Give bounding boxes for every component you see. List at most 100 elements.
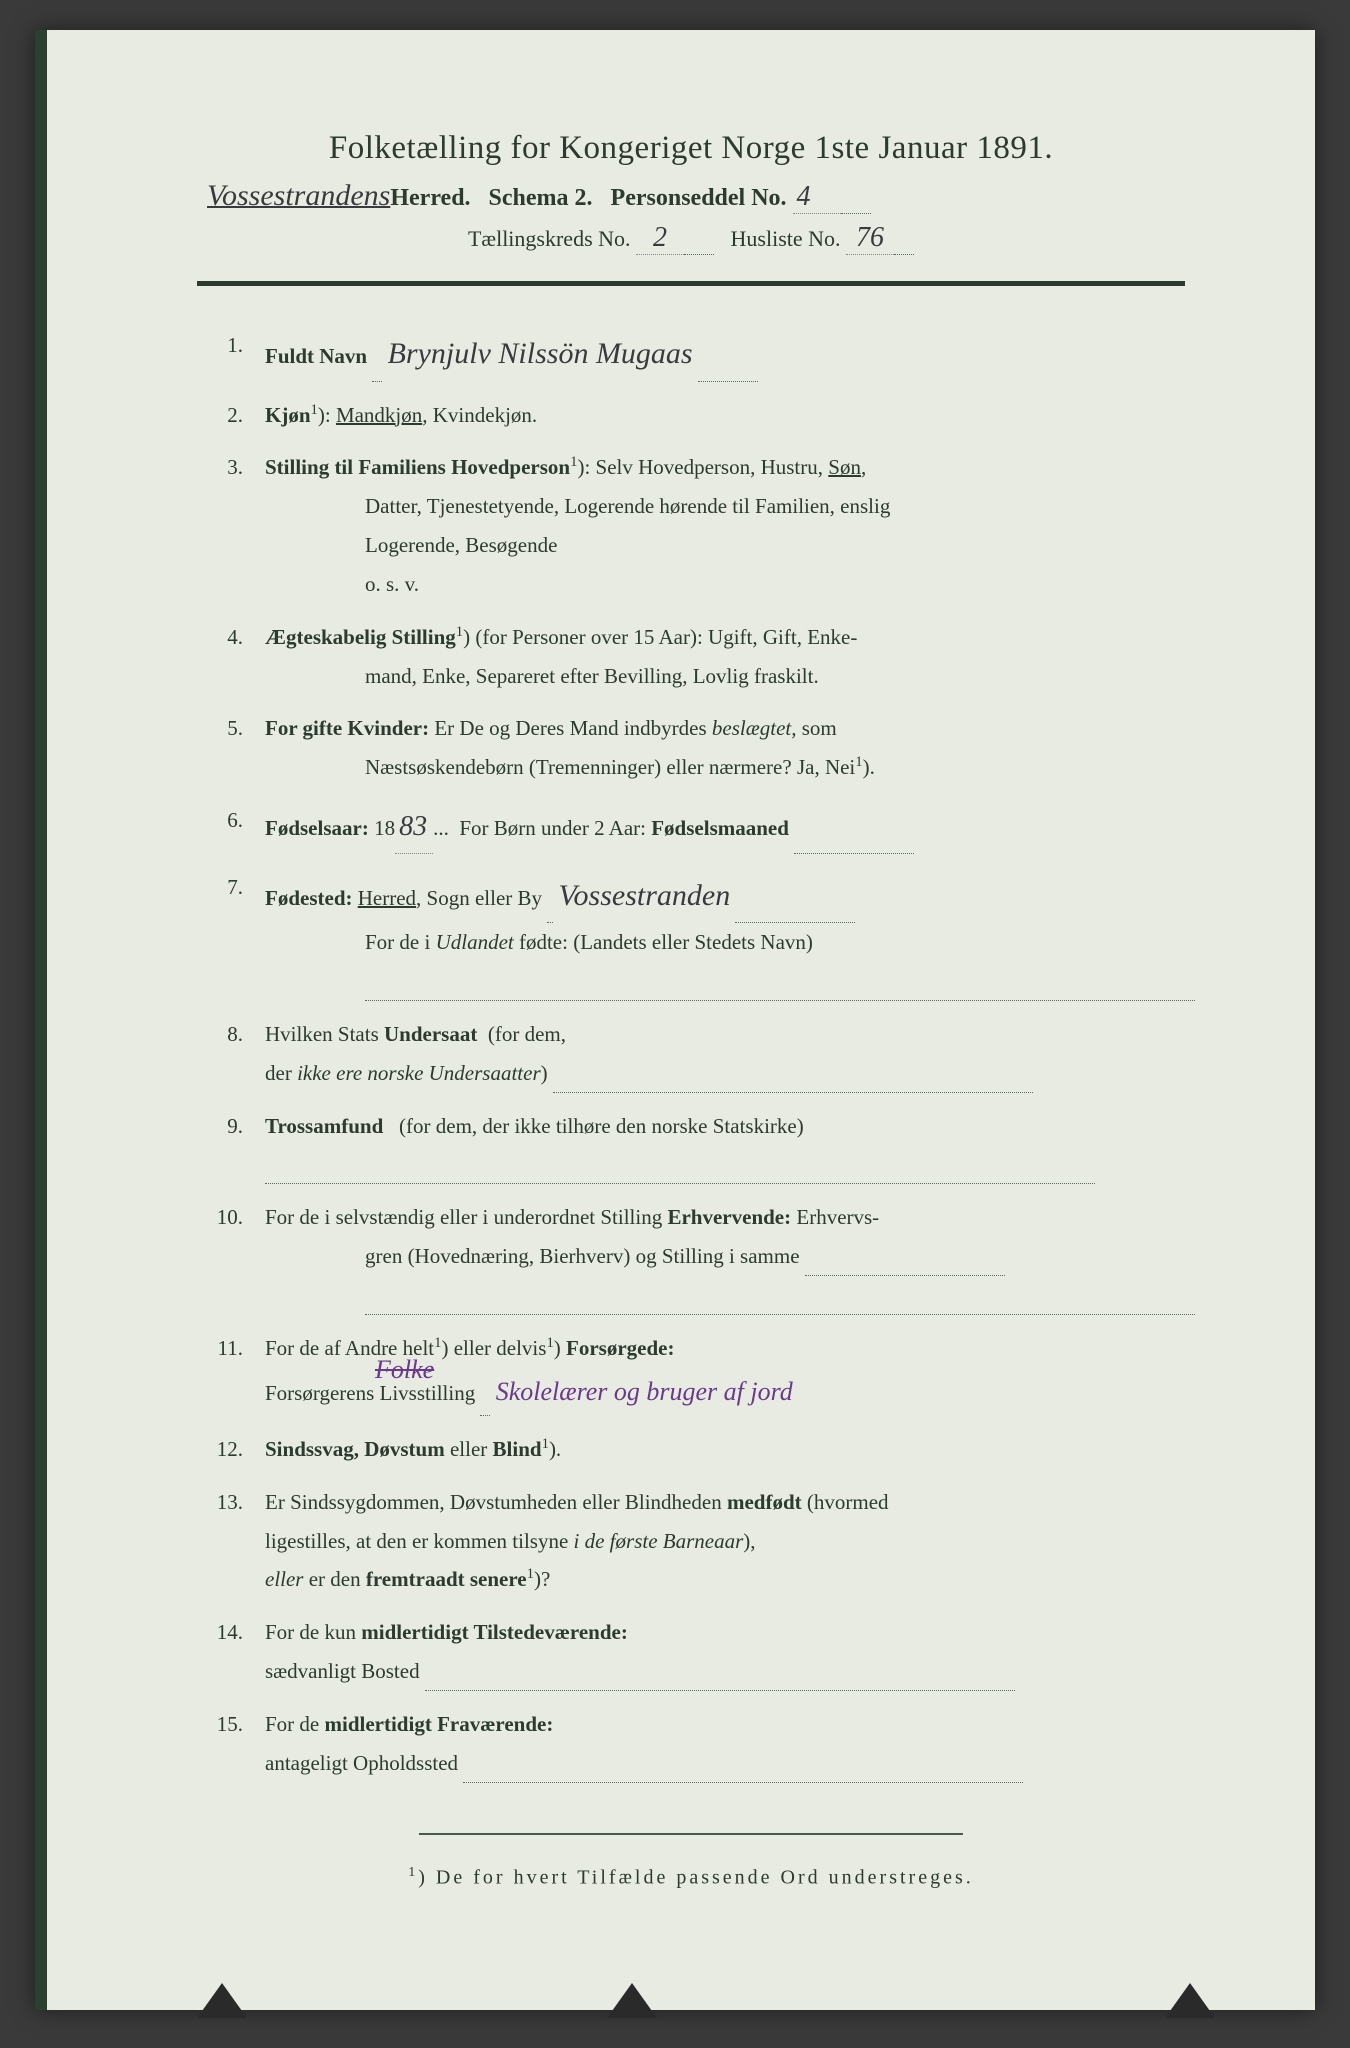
- husliste-label: Husliste No.: [731, 226, 841, 251]
- dotted-fill: [463, 1759, 1023, 1783]
- thin-divider: [419, 1833, 962, 1835]
- year-written: 83: [395, 801, 433, 854]
- item-body: Sindssvag, Døvstum eller Blind1).: [265, 1430, 1185, 1469]
- item-body: For de af Andre helt1) eller delvis1) Fo…: [265, 1329, 1185, 1416]
- sup-ref: 1: [570, 454, 577, 470]
- item-body: For de i selvstændig eller i underordnet…: [265, 1198, 1195, 1315]
- italic-2: ikke ere norske Undersaatter: [297, 1061, 541, 1085]
- line-3: Logerende, Besøgende: [265, 533, 557, 557]
- dotted-fill: [547, 899, 553, 923]
- item-body: For de midlertidigt Fraværende: antageli…: [265, 1705, 1185, 1783]
- line-1b: eller delvis: [454, 1336, 547, 1360]
- item-number: 11.: [197, 1329, 265, 1416]
- footnote: 1) De for hvert Tilfælde passende Ord un…: [197, 1865, 1185, 1890]
- label-gifte-kvinder: For gifte Kvinder:: [265, 716, 429, 740]
- item-number: 15.: [197, 1705, 265, 1783]
- label-forsorgede: Forsørgede:: [566, 1336, 674, 1360]
- value-livsstilling: Skolelærer og bruger af jord: [496, 1377, 793, 1406]
- selected-son: Søn: [828, 455, 861, 479]
- item-6: 6. Fødselsaar: 1883... For Børn under 2 …: [197, 801, 1185, 854]
- line-1a: For de i selvstændig eller i underordnet…: [265, 1205, 662, 1229]
- label-fodselsmaaned: Fødselsmaaned: [651, 816, 789, 840]
- item-body: For de kun midlertidigt Tilstedeværende:…: [265, 1613, 1185, 1691]
- item-body: Er Sindssygdommen, Døvstumheden eller Bl…: [265, 1483, 1185, 1600]
- dotted-fill: [735, 899, 855, 923]
- dotted-fill: [365, 1291, 1195, 1315]
- personseddel-label: Personseddel No.: [611, 185, 787, 211]
- line-2: sædvanligt Bosted: [265, 1659, 420, 1683]
- label-medfodt: medfødt: [727, 1490, 802, 1514]
- footnote-text: De for hvert Tilfælde passende Ord under…: [436, 1866, 974, 1888]
- line-2-text: gren (Hovednæring, Bierhverv) og Stillin…: [365, 1244, 800, 1268]
- line-1a: Er Sindssygdommen, Døvstumheden eller Bl…: [265, 1490, 722, 1514]
- census-form-page: Folketælling for Kongeriget Norge 1ste J…: [35, 30, 1315, 2010]
- label-sindssvag: Sindssvag, Døvstum: [265, 1437, 445, 1461]
- line-1b: (hvormed: [807, 1490, 889, 1514]
- line-2b: fødte: (Landets eller Stedets Navn): [519, 930, 813, 954]
- line-2a: ligestilles, at den er kommen tilsyne: [265, 1529, 568, 1553]
- item-number: 7.: [197, 868, 265, 1001]
- dotted-fill: [841, 187, 871, 214]
- item-body: Hvilken Stats Undersaat (for dem, der ik…: [265, 1015, 1185, 1093]
- dotted-fill: [894, 230, 914, 255]
- line-2: Næstsøskendebørn (Tremenninger) eller næ…: [265, 755, 875, 779]
- item-15: 15. For de midlertidigt Fraværende: anta…: [197, 1705, 1185, 1783]
- dotted-fill: [698, 357, 758, 381]
- label-stilling: Stilling til Familiens Hovedperson: [265, 455, 570, 479]
- dotted-fill: [265, 1160, 1095, 1184]
- item-body: Kjøn1): Mandkjøn, Kvindekjøn.: [265, 396, 1185, 435]
- item-5: 5. For gifte Kvinder: Er De og Deres Man…: [197, 709, 1185, 787]
- dotted-fill: [805, 1252, 1005, 1276]
- kreds-label: Tællingskreds No.: [468, 226, 631, 251]
- label-blind: Blind: [493, 1437, 542, 1461]
- husliste-no: 76: [846, 222, 894, 255]
- line-1b: (for dem,: [488, 1022, 566, 1046]
- line-1a: For de: [265, 1712, 319, 1736]
- item-14: 14. For de kun midlertidigt Tilstedevære…: [197, 1613, 1185, 1691]
- label-undersaat: Undersaat: [384, 1022, 477, 1046]
- item-7: 7. Fødested: Herred, Sogn eller By Vosse…: [197, 868, 1185, 1001]
- item-body: Fuldt Navn Brynjulv Nilssön Mugaas: [265, 326, 1185, 382]
- selected-mandkjon: Mandkjøn: [336, 403, 422, 427]
- label-fravaerende: midlertidigt Fraværende:: [325, 1712, 554, 1736]
- dotted-fill: [372, 357, 382, 381]
- item-number: 13.: [197, 1483, 265, 1600]
- line-2: For de i: [365, 930, 430, 954]
- item-number: 2.: [197, 396, 265, 435]
- item-number: 12.: [197, 1430, 265, 1469]
- page-tear-mid: [607, 1983, 657, 2018]
- label-pre: Hvilken Stats: [265, 1022, 379, 1046]
- item-1: 1. Fuldt Navn Brynjulv Nilssön Mugaas: [197, 326, 1185, 382]
- sup-ref: 1: [456, 624, 463, 640]
- footnote-sup: 1: [408, 1865, 418, 1880]
- line-1: Er De og Deres Mand indbyrdes: [434, 716, 706, 740]
- line-1a: For de kun: [265, 1620, 356, 1644]
- line-2-wrap: For de i Udlandet fødte: (Landets eller …: [265, 930, 813, 954]
- line-2b: ),: [743, 1529, 755, 1553]
- line-2-wrap: Folke Forsørgerens Livsstilling Skolelær…: [265, 1368, 793, 1416]
- selected-herred: Herred: [358, 886, 416, 910]
- italic-2: i de første Barneaar: [574, 1529, 744, 1553]
- line-2a: Forsørgerens Livsstilling: [265, 1381, 475, 1405]
- line-4: o. s. v.: [265, 572, 419, 596]
- item-number: 8.: [197, 1015, 265, 1093]
- value-fodested: Vossestranden: [559, 879, 731, 912]
- crossed-out: Folke: [375, 1346, 434, 1394]
- item-number: 3.: [197, 448, 265, 603]
- line-1: eller: [450, 1437, 487, 1461]
- page-tear-left: [197, 1983, 247, 2018]
- item-4: 4. Ægteskabelig Stilling1) (for Personer…: [197, 618, 1185, 696]
- item-number: 9.: [197, 1107, 265, 1185]
- dotted-fill: [425, 1667, 1015, 1691]
- dotted-fill: [684, 230, 714, 255]
- label-fodselsaar: Fødselsaar:: [265, 816, 369, 840]
- item-number: 1.: [197, 326, 265, 382]
- item-9: 9. Trossamfund (for dem, der ikke tilhør…: [197, 1107, 1185, 1185]
- item-number: 14.: [197, 1613, 265, 1691]
- item-body: Stilling til Familiens Hovedperson1): Se…: [265, 448, 1185, 603]
- line-1: (for dem, der ikke tilhøre den norske St…: [399, 1114, 804, 1138]
- italic-1: beslægtet,: [712, 716, 797, 740]
- dotted-fill: [794, 830, 914, 854]
- label-kjon: Kjøn: [265, 403, 311, 427]
- item-number: 6.: [197, 801, 265, 854]
